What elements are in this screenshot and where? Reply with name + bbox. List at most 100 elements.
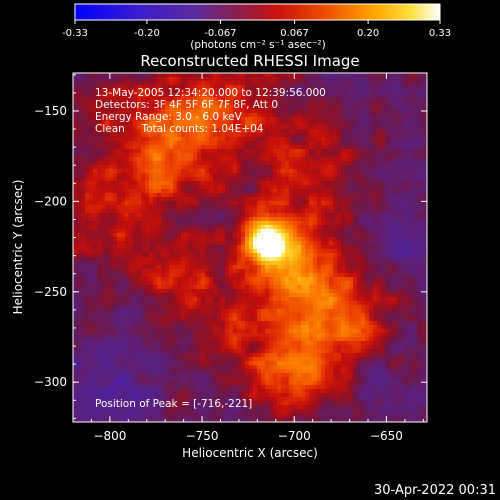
heatmap-cell — [269, 125, 274, 130]
heatmap-cell — [301, 149, 306, 154]
heatmap-cell — [233, 157, 238, 162]
heatmap-cell — [113, 149, 118, 154]
heatmap-cell — [169, 293, 174, 298]
heatmap-cell — [385, 229, 390, 234]
heatmap-cell — [353, 133, 358, 138]
heatmap-cell — [253, 85, 258, 90]
heatmap-cell — [165, 85, 170, 90]
heatmap-cell — [405, 265, 410, 270]
heatmap-cell — [329, 293, 334, 298]
heatmap-cell — [253, 161, 258, 166]
heatmap-cell — [301, 241, 306, 246]
heatmap-cell — [177, 105, 182, 110]
heatmap-cell — [129, 77, 134, 82]
heatmap-cell — [289, 237, 294, 242]
heatmap-cell — [165, 221, 170, 226]
heatmap-cell — [277, 205, 282, 210]
heatmap-cell — [417, 257, 422, 262]
heatmap-cell — [337, 177, 342, 182]
heatmap-cell — [157, 89, 162, 94]
heatmap-cell — [201, 189, 206, 194]
heatmap-cell — [117, 101, 122, 106]
heatmap-cell — [277, 77, 282, 82]
heatmap-cell — [121, 145, 126, 150]
heatmap-cell — [329, 101, 334, 106]
heatmap-cell — [221, 101, 226, 106]
heatmap-cell — [193, 229, 198, 234]
heatmap-cell — [141, 209, 146, 214]
heatmap-cell — [297, 137, 302, 142]
heatmap-cell — [253, 101, 258, 106]
heatmap-cell — [145, 253, 150, 258]
heatmap-cell — [341, 85, 346, 90]
heatmap-cell — [89, 85, 94, 90]
heatmap-cell — [369, 261, 374, 266]
heatmap-cell — [369, 145, 374, 150]
heatmap-cell — [205, 93, 210, 98]
heatmap-cell — [273, 221, 278, 226]
heatmap-cell — [185, 285, 190, 290]
heatmap-cell — [313, 257, 318, 262]
heatmap-cell — [297, 221, 302, 226]
heatmap-cell — [341, 213, 346, 218]
heatmap-cell — [81, 153, 86, 158]
heatmap-cell — [281, 129, 286, 134]
heatmap-cell — [293, 145, 298, 150]
heatmap-cell — [381, 109, 386, 114]
heatmap-cell — [121, 129, 126, 134]
heatmap-cell — [273, 225, 278, 230]
heatmap-cell — [329, 289, 334, 294]
heatmap-cell — [105, 85, 110, 90]
heatmap-cell — [369, 257, 374, 262]
heatmap-cell — [405, 117, 410, 122]
heatmap-cell — [421, 193, 426, 198]
heatmap-cell — [149, 113, 154, 118]
heatmap-cell — [377, 221, 382, 226]
heatmap-cell — [181, 261, 186, 266]
heatmap-cell — [169, 133, 174, 138]
heatmap-cell — [81, 109, 86, 114]
heatmap-cell — [425, 181, 427, 186]
heatmap-cell — [153, 137, 158, 142]
heatmap-cell — [217, 289, 222, 294]
heatmap-cell — [149, 93, 154, 98]
heatmap-cell — [197, 181, 202, 186]
heatmap-cell — [205, 165, 210, 170]
heatmap-cell — [241, 189, 246, 194]
heatmap-cell — [305, 245, 310, 250]
heatmap-cell — [273, 157, 278, 162]
heatmap-cell — [105, 261, 110, 266]
heatmap-cell — [121, 289, 126, 294]
heatmap-cell — [345, 157, 350, 162]
heatmap-cell — [217, 89, 222, 94]
heatmap-cell — [333, 193, 338, 198]
heatmap-cell — [421, 105, 426, 110]
heatmap-cell — [173, 153, 178, 158]
heatmap-cell — [113, 153, 118, 158]
heatmap-cell — [309, 85, 314, 90]
heatmap-cell — [189, 125, 194, 130]
heatmap-cell — [385, 241, 390, 246]
heatmap-cell — [185, 89, 190, 94]
heatmap-cell — [177, 101, 182, 106]
heatmap-cell — [257, 73, 262, 78]
heatmap-cell — [197, 153, 202, 158]
heatmap-cell — [169, 113, 174, 118]
heatmap-cell — [305, 197, 310, 202]
heatmap-cell — [337, 113, 342, 118]
heatmap-cell — [401, 117, 406, 122]
heatmap-cell — [229, 161, 234, 166]
heatmap-cell — [169, 285, 174, 290]
heatmap-cell — [325, 285, 330, 290]
heatmap-cell — [413, 81, 418, 86]
heatmap-cell — [249, 153, 254, 158]
heatmap-cell — [133, 165, 138, 170]
heatmap-cell — [265, 273, 270, 278]
heatmap-cell — [101, 205, 106, 210]
heatmap-cell — [217, 133, 222, 138]
heatmap-cell — [109, 185, 114, 190]
heatmap-cell — [177, 289, 182, 294]
heatmap-cell — [81, 245, 86, 250]
heatmap-cell — [185, 153, 190, 158]
heatmap-cell — [101, 141, 106, 146]
